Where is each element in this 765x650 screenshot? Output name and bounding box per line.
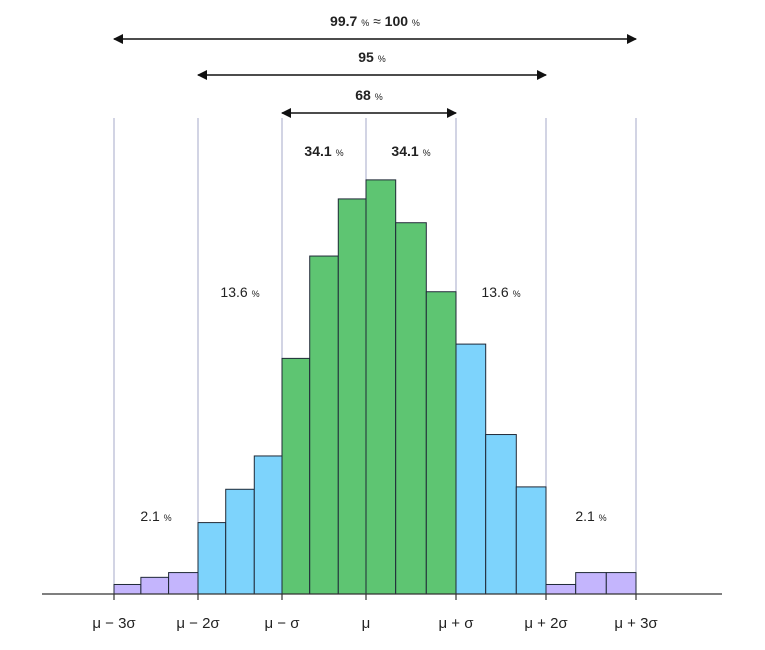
range-label: 99.7 % ≈ 100 % xyxy=(330,13,420,29)
x-tick-label: μ + σ xyxy=(439,615,475,632)
histogram-bar xyxy=(605,572,637,595)
histogram-bar xyxy=(253,455,283,595)
histogram-bars xyxy=(113,179,637,595)
x-tick-label: μ − 3σ xyxy=(92,615,136,632)
histogram-bar xyxy=(281,357,311,595)
histogram-bar xyxy=(337,198,367,595)
histogram-bar xyxy=(197,522,227,595)
region-percent-labels: 2.1 % 13.6 % 34.1 % 34.1 % 13.6 % 2.1 % xyxy=(140,143,606,524)
histogram-bar xyxy=(455,343,487,595)
histogram-bar xyxy=(365,179,397,595)
x-axis xyxy=(42,593,722,600)
histogram-bar xyxy=(485,434,517,595)
histogram-bar xyxy=(425,291,457,595)
x-tick-labels: μ − 3σ μ − 2σ μ − σ μ μ + σ μ + 2σ μ + 3σ xyxy=(92,615,658,632)
region-percent-label: 34.1 % xyxy=(391,143,430,159)
range-label: 68 % xyxy=(355,87,382,103)
x-tick-label: μ − σ xyxy=(265,615,301,632)
region-percent-label: 13.6 % xyxy=(481,284,520,300)
histogram-bar xyxy=(515,486,547,595)
x-tick-label: μ xyxy=(362,615,371,632)
x-tick-label: μ − 2σ xyxy=(176,615,220,632)
region-percent-label: 13.6 % xyxy=(220,284,259,300)
histogram-bar xyxy=(575,572,607,595)
region-percent-label: 2.1 % xyxy=(575,508,606,524)
x-tick-label: μ + 2σ xyxy=(524,615,568,632)
region-percent-label: 34.1 % xyxy=(304,143,343,159)
range-label: 95 % xyxy=(358,49,385,65)
histogram-bar xyxy=(225,488,255,595)
histogram-bar xyxy=(140,576,170,595)
histogram-bar xyxy=(113,583,142,595)
region-percent-label: 2.1 % xyxy=(140,508,171,524)
range-arrows: 99.7 % ≈ 100 % 95 % 68 % xyxy=(113,13,637,118)
histogram-bar xyxy=(395,222,427,595)
histogram-bar xyxy=(309,255,339,595)
x-tick-label: μ + 3σ xyxy=(614,615,658,632)
histogram-bar xyxy=(168,572,199,595)
histogram-bar xyxy=(545,583,577,595)
